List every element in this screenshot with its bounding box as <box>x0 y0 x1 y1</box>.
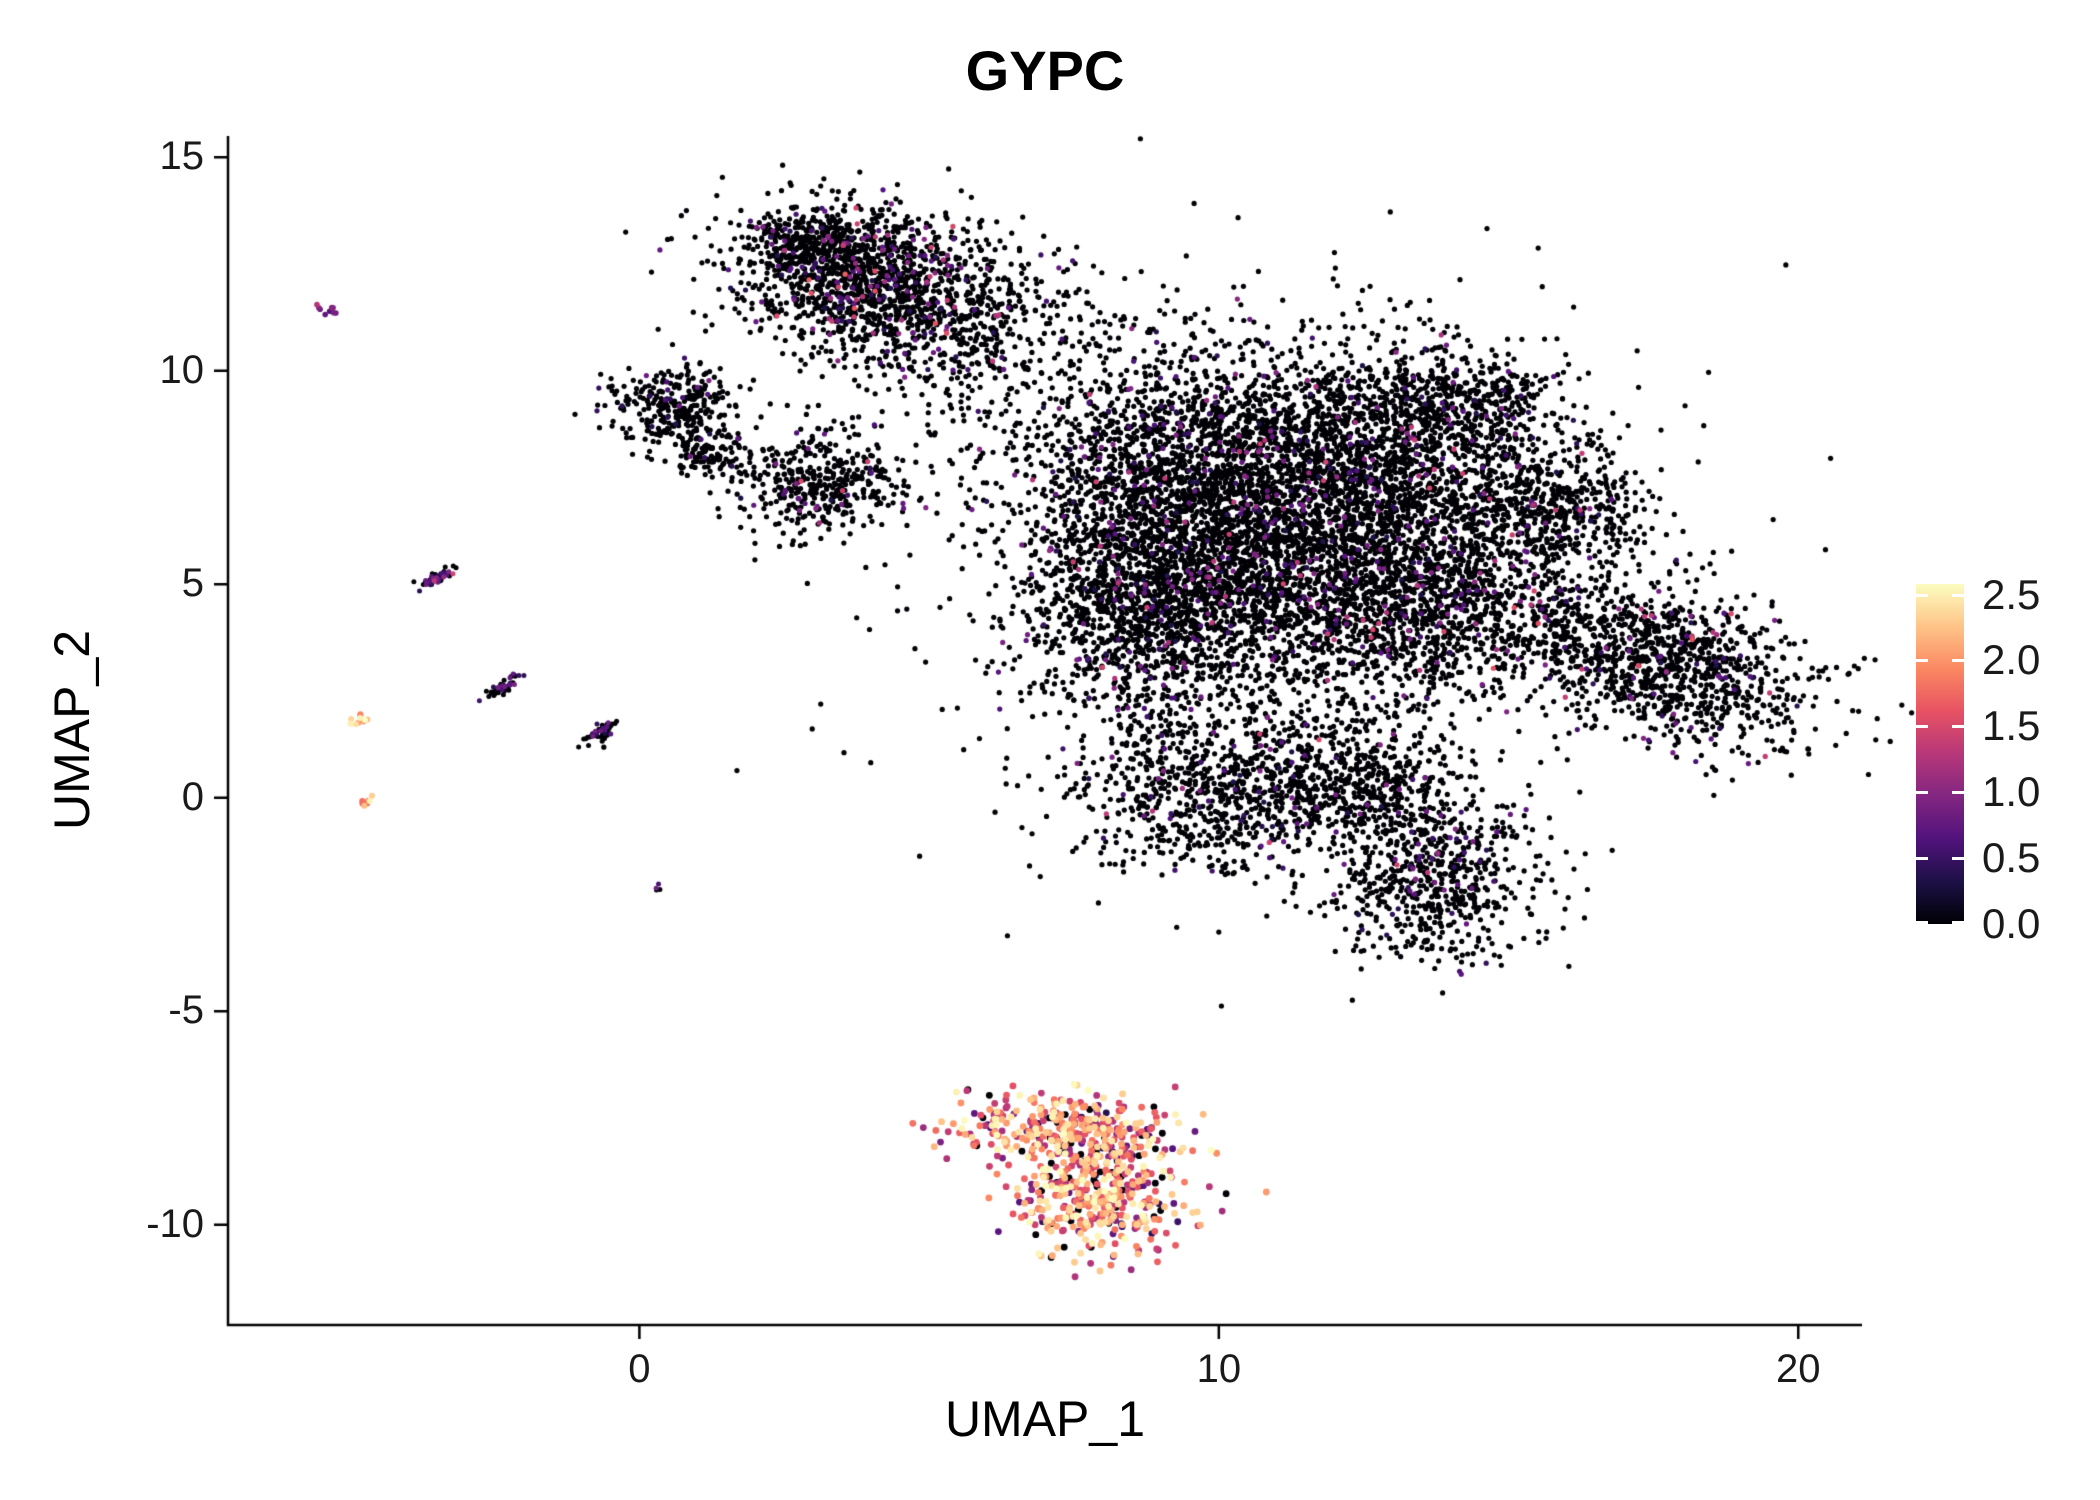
legend-bar-tick <box>1952 593 1964 597</box>
legend-bar-tick <box>1916 659 1928 663</box>
y-axis-tick-label: 5 <box>181 561 204 606</box>
legend-bar-tick <box>1916 857 1928 861</box>
legend-bar-tick <box>1952 725 1964 729</box>
legend-bar-tick <box>1952 857 1964 861</box>
y-axis-tick-label: 0 <box>181 774 204 819</box>
legend-tick-label: 0.5 <box>1982 834 2041 882</box>
legend-tick-label: 0.0 <box>1982 900 2041 947</box>
plot-title: GYPC <box>965 39 1125 102</box>
x-axis-title: UMAP_1 <box>944 1391 1146 1447</box>
legend-tick-label: 2.0 <box>1982 636 2041 684</box>
y-axis-tick-label: -10 <box>146 1201 204 1246</box>
legend-bar-tick <box>1916 921 1928 924</box>
y-axis-tick-label: 15 <box>159 134 205 179</box>
x-axis-tick-label: 10 <box>1196 1347 1242 1391</box>
legend-gradient-bar <box>1916 584 1964 924</box>
legend-bar-tick <box>1952 921 1964 924</box>
legend-tick-label: 1.0 <box>1982 768 2041 816</box>
legend-bar-tick <box>1952 659 1964 663</box>
legend-bar-tick <box>1916 791 1928 795</box>
y-axis-tick-label: -5 <box>168 988 204 1033</box>
legend-bar-tick <box>1916 725 1928 729</box>
legend-tick-label: 1.5 <box>1982 702 2041 750</box>
y-axis-tick-label: 10 <box>159 347 205 392</box>
legend-tick-label: 2.5 <box>1982 570 2041 618</box>
x-axis-tick-label: 20 <box>1776 1347 1821 1391</box>
legend-bar-tick <box>1952 791 1964 795</box>
legend-bar-tick <box>1916 593 1928 597</box>
x-axis-tick-label: 0 <box>628 1347 651 1391</box>
